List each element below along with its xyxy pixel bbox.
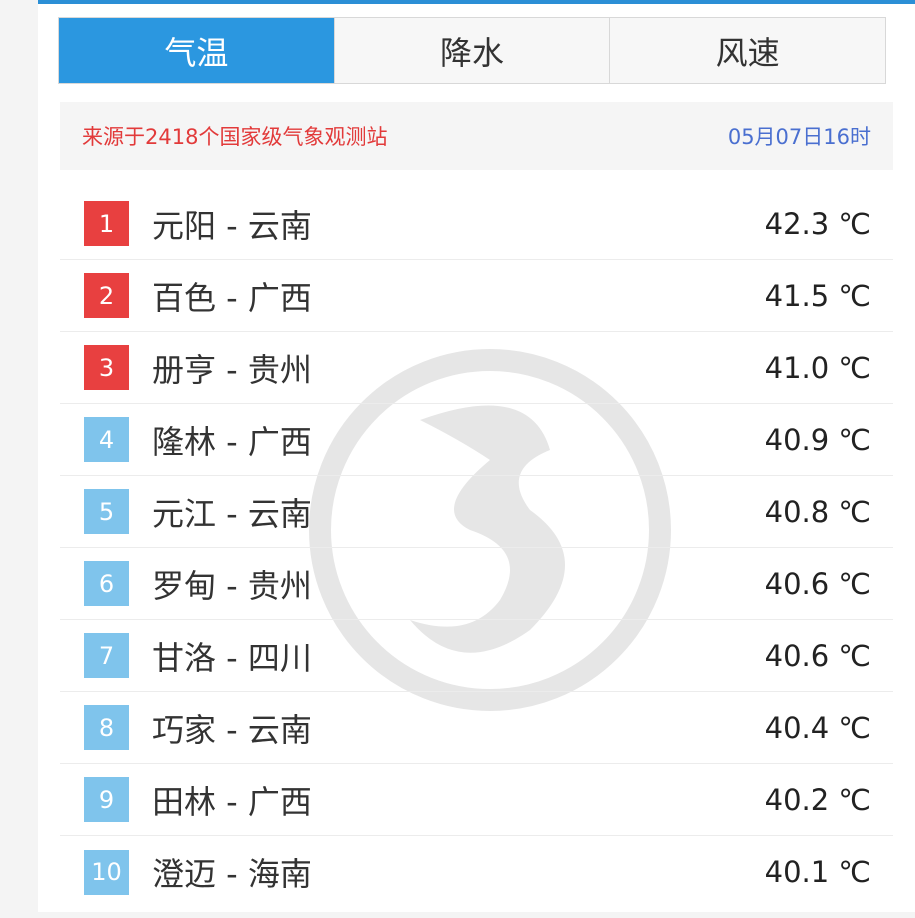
ranking-row[interactable]: 1 元阳 - 云南 42.3 ℃ — [60, 188, 893, 260]
info-bar: 来源于2418个国家级气象观测站 05月07日16时 — [60, 102, 893, 170]
ranking-row[interactable]: 2 百色 - 广西 41.5 ℃ — [60, 260, 893, 332]
tab-bar: 气温 降水 风速 — [58, 17, 886, 84]
station-name: 册亨 - 贵州 — [152, 350, 312, 389]
temperature-value: 40.6 ℃ — [764, 638, 871, 673]
rank-badge: 2 — [84, 273, 129, 318]
rank-badge: 4 — [84, 417, 129, 462]
ranking-row[interactable]: 9 田林 - 广西 40.2 ℃ — [60, 764, 893, 836]
station-name: 元阳 - 云南 — [152, 206, 312, 245]
temperature-value: 42.3 ℃ — [764, 206, 871, 241]
tab-wind-speed[interactable]: 风速 — [609, 18, 886, 83]
rank-badge: 1 — [84, 201, 129, 246]
station-name: 巧家 - 云南 — [152, 710, 312, 749]
station-name: 隆林 - 广西 — [152, 422, 312, 461]
rank-badge: 7 — [84, 633, 129, 678]
station-name: 甘洛 - 四川 — [152, 638, 312, 677]
temperature-value: 40.2 ℃ — [764, 782, 871, 817]
station-name: 澄迈 - 海南 — [152, 855, 312, 893]
temperature-value: 40.8 ℃ — [764, 494, 871, 529]
ranking-row[interactable]: 4 隆林 - 广西 40.9 ℃ — [60, 404, 893, 476]
rank-badge: 3 — [84, 345, 129, 390]
station-name: 百色 - 广西 — [152, 278, 312, 317]
tab-temperature[interactable]: 气温 — [59, 18, 334, 83]
ranking-row[interactable]: 7 甘洛 - 四川 40.6 ℃ — [60, 620, 893, 692]
top-accent-bar — [38, 0, 915, 4]
temperature-value: 40.9 ℃ — [764, 422, 871, 457]
temperature-value: 40.6 ℃ — [764, 566, 871, 601]
rank-badge: 8 — [84, 705, 129, 750]
rank-badge: 10 — [84, 849, 129, 895]
data-source-text: 来源于2418个国家级气象观测站 — [82, 125, 388, 149]
ranking-row[interactable]: 10 澄迈 - 海南 40.1 ℃ — [60, 836, 893, 908]
rank-badge: 6 — [84, 561, 129, 606]
timestamp: 05月07日16时 — [727, 125, 871, 149]
station-name: 元江 - 云南 — [152, 494, 312, 533]
ranking-row[interactable]: 5 元江 - 云南 40.8 ℃ — [60, 476, 893, 548]
temperature-value: 40.4 ℃ — [764, 710, 871, 745]
rank-badge: 5 — [84, 489, 129, 534]
temperature-value: 40.1 ℃ — [764, 855, 871, 889]
ranking-list: 1 元阳 - 云南 42.3 ℃ 2 百色 - 广西 41.5 ℃ 3 册亨 - 贵… — [60, 188, 893, 908]
station-name: 罗甸 - 贵州 — [152, 566, 312, 605]
temperature-value: 41.0 ℃ — [764, 350, 871, 385]
ranking-row[interactable]: 6 罗甸 - 贵州 40.6 ℃ — [60, 548, 893, 620]
temperature-value: 41.5 ℃ — [764, 278, 871, 313]
ranking-row[interactable]: 3 册亨 - 贵州 41.0 ℃ — [60, 332, 893, 404]
tab-precipitation[interactable]: 降水 — [333, 18, 610, 83]
station-name: 田林 - 广西 — [152, 782, 312, 821]
ranking-row[interactable]: 8 巧家 - 云南 40.4 ℃ — [60, 692, 893, 764]
rank-badge: 9 — [84, 777, 129, 822]
